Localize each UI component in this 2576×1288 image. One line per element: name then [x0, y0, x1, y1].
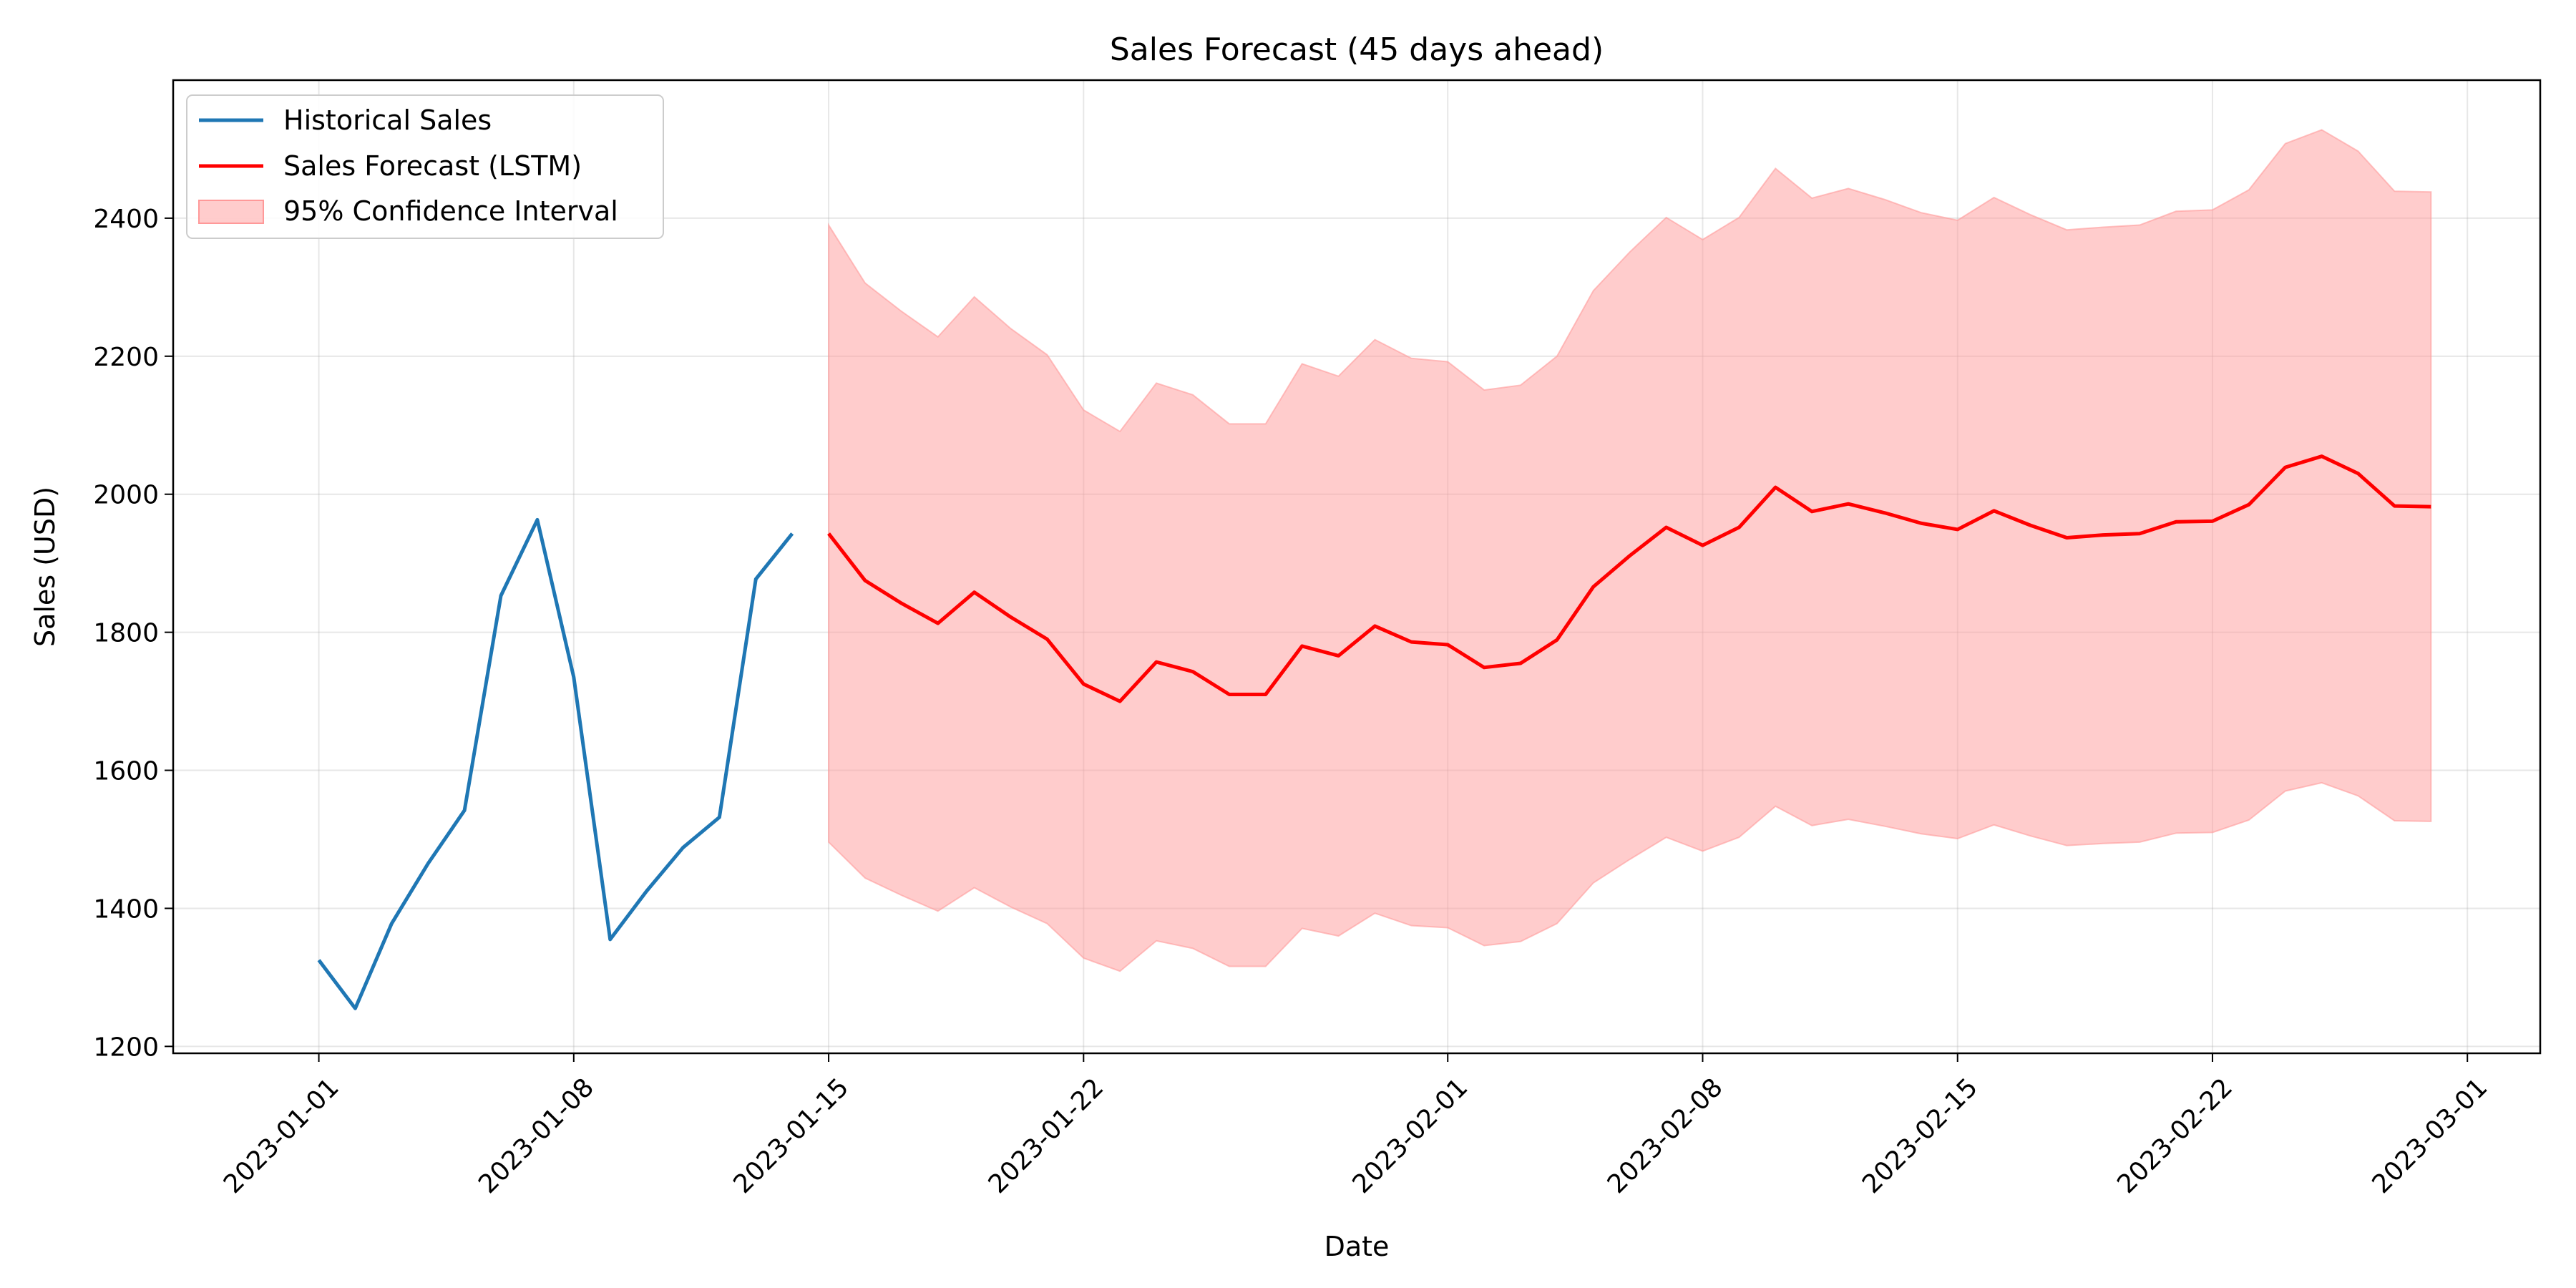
- y-tick-label: 1600: [93, 757, 159, 786]
- x-axis-label: Date: [1324, 1231, 1390, 1262]
- y-tick-label: 2200: [93, 343, 159, 372]
- chart-title: Sales Forecast (45 days ahead): [1110, 31, 1604, 68]
- y-tick-label: 1400: [93, 894, 159, 924]
- y-tick-label: 2400: [93, 205, 159, 234]
- y-tick-label: 1800: [93, 619, 159, 648]
- plot-area-frame: [172, 79, 2542, 1055]
- historical-sales-line: [317, 517, 794, 1010]
- series-lines: [317, 454, 2431, 1010]
- confidence-band-layer: [828, 129, 2432, 972]
- y-tick-label: 1200: [93, 1033, 159, 1062]
- legend-swatch-confidence: [198, 200, 264, 224]
- legend-label-historical: Historical Sales: [283, 104, 492, 136]
- y-axis-label: Sales (USD): [29, 487, 61, 647]
- confidence-interval-band: [828, 129, 2432, 972]
- legend-label-forecast: Sales Forecast (LSTM): [283, 150, 582, 182]
- legend: Historical Sales Sales Forecast (LSTM) 9…: [186, 94, 664, 239]
- sales-forecast-line: [827, 454, 2431, 703]
- legend-label-confidence: 95% Confidence Interval: [283, 195, 618, 227]
- legend-box: [186, 94, 664, 239]
- y-axis-ticks: 1200 1400 1600 1800 2000 2200 2400: [93, 205, 173, 1062]
- y-tick-label: 2000: [93, 481, 159, 510]
